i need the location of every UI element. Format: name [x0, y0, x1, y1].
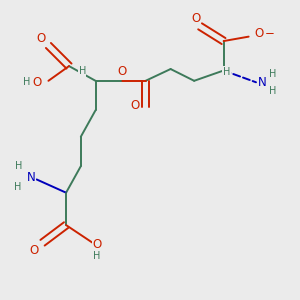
Text: O: O: [36, 32, 46, 45]
Text: O: O: [29, 244, 38, 256]
Text: H: H: [79, 66, 86, 76]
Text: −: −: [265, 27, 275, 40]
Text: O: O: [32, 76, 41, 89]
Text: H: H: [14, 182, 21, 192]
Text: O: O: [131, 99, 140, 112]
Text: O: O: [191, 13, 200, 26]
Text: O: O: [92, 238, 102, 251]
Text: O: O: [117, 65, 127, 79]
Text: H: H: [223, 67, 230, 77]
Text: H: H: [268, 85, 276, 95]
Text: N: N: [257, 76, 266, 89]
Text: N: N: [26, 171, 35, 184]
Text: H: H: [15, 161, 22, 171]
Text: H: H: [22, 77, 30, 87]
Text: H: H: [93, 251, 101, 261]
Text: H: H: [269, 69, 277, 79]
Text: O: O: [254, 27, 264, 40]
